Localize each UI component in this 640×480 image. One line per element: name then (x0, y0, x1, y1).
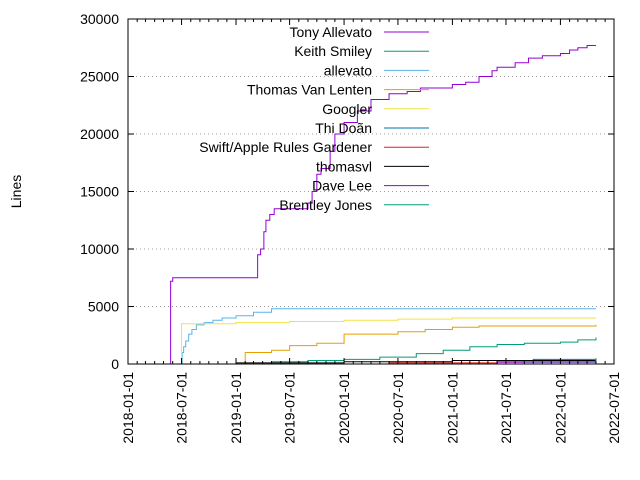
series-lines (170, 44, 597, 365)
legend-label: thomasvl (316, 158, 372, 174)
legend-label: allevato (324, 62, 372, 78)
y-tick-label: 30000 (80, 11, 119, 27)
series-line-tony-allevato (170, 44, 596, 364)
legend-label: Googler (322, 101, 372, 117)
x-tick-label: 2018-07-01 (174, 372, 190, 444)
x-tick-label: 2020-07-01 (390, 372, 406, 444)
y-tick-label: 25000 (80, 69, 119, 85)
y-axis-title: Lines (8, 175, 24, 208)
legend-label: Thomas Van Lenten (247, 82, 372, 98)
x-tick-label: 2021-01-01 (444, 372, 460, 444)
x-tick-label: 2022-07-01 (606, 372, 622, 444)
y-tick-label: 5000 (88, 299, 119, 315)
axis-ticks: 0 5000 10000 15000 20000 25000 30000 2018-01-01… (80, 11, 622, 444)
series-line-allevato (181, 308, 596, 365)
legend-label: Thi Doãn (315, 120, 372, 136)
series-line-thomas-van-lenten (244, 324, 597, 364)
legend-label: Tony Allevato (290, 24, 373, 40)
x-tick-label: 2019-01-01 (228, 372, 244, 444)
grid-lines (128, 76, 614, 307)
x-tick-label: 2021-07-01 (498, 372, 514, 444)
x-tick-label: 2018-01-01 (120, 372, 136, 444)
series-line-googler (181, 317, 596, 364)
y-tick-label: 20000 (80, 126, 119, 142)
legend-label: Swift/Apple Rules Gardener (199, 139, 372, 155)
legend-label: Keith Smiley (294, 43, 372, 59)
y-tick-label: 0 (111, 356, 119, 372)
x-tick-label: 2019-07-01 (282, 372, 298, 444)
legend-label: Dave Lee (312, 178, 372, 194)
series-line-keith-smiley (236, 337, 597, 365)
legend-label: Brentley Jones (279, 197, 372, 213)
x-tick-label: 2022-01-01 (552, 372, 568, 444)
y-tick-label: 10000 (80, 241, 119, 257)
x-tick-label: 2020-01-01 (336, 372, 352, 444)
y-tick-label: 15000 (80, 184, 119, 200)
legend: Tony Allevato Keith Smiley allevato Thomas … (199, 24, 429, 213)
